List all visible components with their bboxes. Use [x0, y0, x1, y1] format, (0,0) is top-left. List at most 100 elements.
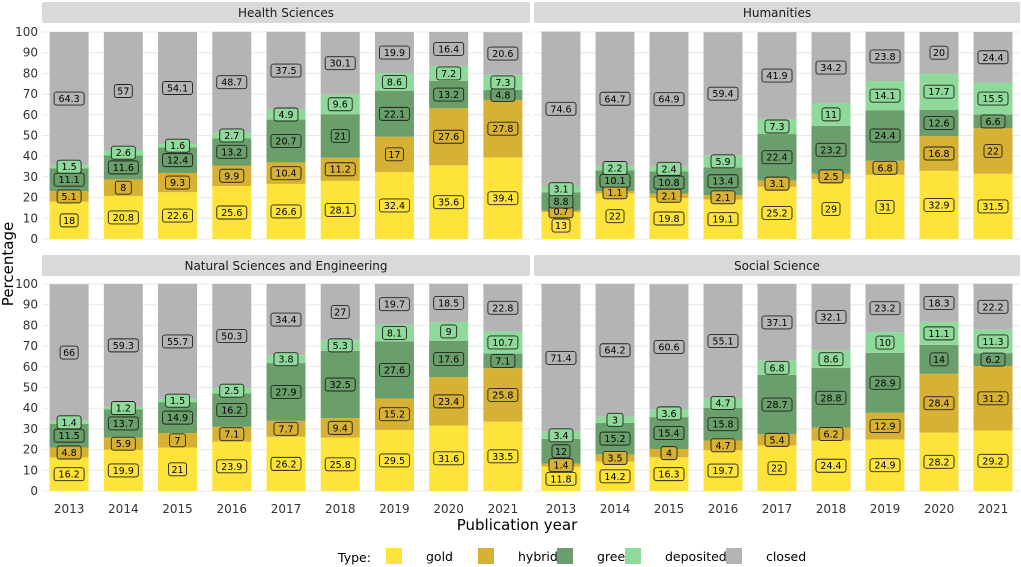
y-tick-label: 20 — [23, 191, 38, 205]
data-label-closed: 71.4 — [550, 353, 571, 364]
data-label-closed: 66 — [63, 348, 75, 359]
bar-2021: 31.5 22 6.6 15.5 24.4 — [973, 32, 1013, 239]
data-label-deposited: 8.6 — [823, 355, 838, 366]
data-label-box — [602, 451, 628, 465]
data-label-green: 10.8 — [658, 178, 679, 189]
x-tick-label: 2019 — [379, 502, 410, 516]
data-label-closed: 57 — [117, 86, 129, 97]
legend: Type: gold hybrid green deposited closed — [337, 548, 806, 565]
data-label-deposited: 1.6 — [170, 141, 185, 152]
data-label-hybrid: 28.4 — [928, 399, 949, 410]
data-label-green: 12.4 — [167, 156, 188, 167]
data-label-closed: 60.6 — [658, 342, 679, 353]
data-label-box — [162, 208, 194, 223]
legend-label-closed: closed — [766, 549, 806, 564]
data-label-box — [872, 160, 898, 175]
y-axis-title: Percentage — [0, 222, 17, 306]
data-label-box — [545, 471, 577, 486]
data-label-hybrid: 31.2 — [982, 394, 1003, 405]
data-label-gold: 16.2 — [59, 470, 80, 481]
data-label-hybrid: 27.8 — [492, 124, 513, 135]
data-label-hybrid: 7 — [175, 436, 181, 447]
y-tick-label: 30 — [23, 170, 38, 184]
panel-strip — [534, 255, 1020, 276]
data-label-gold: 32.9 — [928, 200, 949, 211]
data-label-deposited: 7.3 — [769, 122, 784, 133]
data-label-deposited: 2.5 — [224, 386, 239, 397]
x-tick-label: 2016 — [217, 502, 248, 516]
data-label-closed: 64.3 — [59, 94, 80, 105]
data-label-closed: 22.2 — [982, 302, 1003, 313]
data-label-hybrid: 8 — [120, 183, 126, 194]
data-label-deposited: 3.4 — [553, 431, 568, 442]
data-label-box — [977, 91, 1009, 106]
data-label-box — [216, 205, 248, 220]
data-label-green: 28.8 — [820, 393, 841, 404]
data-label-hybrid: 1.1 — [607, 188, 622, 199]
data-label-box — [113, 84, 133, 98]
y-tick-label: 10 — [23, 463, 38, 477]
panel-4: Social Science 11.8 1.4 12 3.4 71.4 2013 14.2 3.… — [534, 255, 1020, 516]
data-label-box — [384, 147, 404, 162]
data-label-box — [162, 81, 194, 95]
bar-2020: 35.6 27.6 13.2 7.2 16.4 — [429, 32, 469, 239]
data-label-box — [869, 419, 901, 434]
data-label-box — [710, 190, 736, 205]
data-label-hybrid: 3.1 — [769, 179, 784, 190]
x-tick-label: 2021 — [978, 502, 1009, 516]
data-label-box — [324, 162, 356, 177]
data-label-gold: 24.4 — [820, 461, 841, 472]
panel-strip — [534, 2, 1020, 23]
data-label-hybrid: 5.9 — [116, 439, 131, 450]
x-tick-label: 2015 — [162, 502, 193, 516]
y-tick-label: 40 — [23, 401, 38, 415]
data-label-box — [815, 310, 847, 324]
data-label-box — [710, 438, 736, 453]
data-label-box — [707, 86, 739, 101]
data-label-deposited: 9.6 — [333, 100, 348, 111]
data-label-deposited: 14.1 — [874, 91, 895, 102]
data-label-box — [56, 445, 82, 460]
data-label-box — [330, 128, 350, 143]
y-tick-label: 10 — [23, 211, 38, 225]
data-label-closed: 18.3 — [928, 298, 949, 309]
data-label-closed: 30.1 — [330, 59, 351, 70]
data-label-green: 14 — [933, 355, 945, 366]
data-label-hybrid: 0.7 — [553, 207, 568, 218]
data-label-closed: 22.8 — [492, 303, 513, 314]
data-label-deposited: 11.1 — [928, 329, 949, 340]
data-label-box — [818, 169, 844, 184]
data-label-gold: 14.2 — [604, 472, 625, 483]
bar-2014: 20.8 8 11.6 2.6 57 — [103, 32, 143, 239]
data-label-box — [487, 300, 519, 315]
data-label-box — [327, 420, 353, 435]
data-label-green: 15.2 — [604, 434, 625, 445]
data-label-deposited: 1.4 — [62, 418, 77, 429]
data-label-box — [548, 458, 574, 473]
data-label-deposited: 1.5 — [170, 396, 185, 407]
data-label-gold: 39.4 — [492, 194, 513, 205]
data-label-gold: 29 — [825, 204, 837, 215]
x-tick-label: 2020 — [433, 502, 464, 516]
data-label-box — [599, 343, 631, 358]
data-label-hybrid: 5.4 — [769, 435, 784, 446]
data-label-closed: 27 — [334, 307, 346, 318]
bar-2018: 25.8 9.4 32.5 5.3 27 — [320, 284, 360, 491]
data-label-gold: 22 — [609, 212, 621, 223]
x-axis-title: Publication year — [457, 516, 578, 534]
data-label-green: 11.6 — [113, 163, 134, 174]
data-label-deposited: 10.7 — [492, 338, 513, 349]
data-label-box — [764, 119, 790, 134]
y-tick-label: 30 — [23, 422, 38, 436]
y-tick-label: 60 — [23, 360, 38, 374]
y-tick-label: 0 — [30, 232, 38, 246]
data-label-hybrid: 9.3 — [170, 178, 185, 189]
data-label-gold: 25.6 — [221, 208, 242, 219]
bar-2019: 31 6.8 24.4 14.1 23.8 — [865, 31, 905, 239]
data-label-box — [273, 107, 299, 122]
data-label-hybrid: 3.5 — [607, 453, 622, 464]
data-label-green: 27.6 — [384, 365, 405, 376]
data-label-box — [929, 45, 949, 60]
data-label-box — [707, 334, 739, 348]
data-label-box — [169, 433, 187, 448]
